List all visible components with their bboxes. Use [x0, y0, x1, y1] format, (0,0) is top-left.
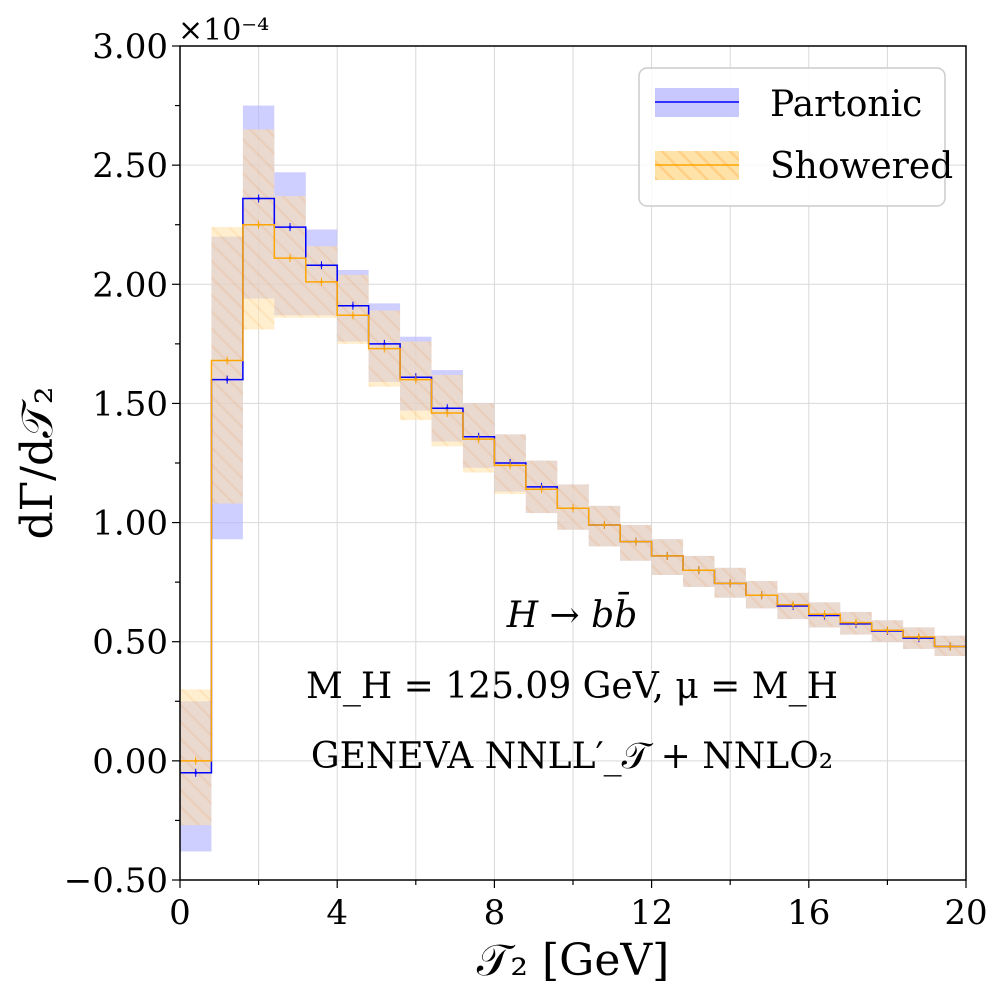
bin-point-showered [257, 223, 260, 227]
bin-point-showered [728, 581, 732, 585]
bin-point-showered [445, 411, 449, 415]
bin-point-showered [948, 645, 952, 648]
bin-point-showered [320, 280, 323, 284]
bin-point-showered [634, 540, 638, 544]
band-showered [211, 227, 243, 504]
bin-point-showered [288, 256, 292, 260]
band-showered [242, 129, 275, 330]
annotation-process: H → bb̄ [506, 592, 638, 636]
bin-point-showered [382, 347, 386, 351]
y-tick-label: 1.50 [92, 384, 168, 424]
bin-point-showered [886, 628, 889, 632]
legend-label-showered: Showered [770, 146, 953, 187]
x-tick-label: 0 [169, 893, 191, 933]
bin-point-showered [351, 313, 355, 317]
bin-point-partonic [225, 378, 229, 381]
bin-point-showered [791, 603, 795, 607]
y-multiplier: ×10⁻⁴ [178, 13, 269, 48]
x-tick-label: 4 [326, 893, 348, 933]
bin-point-showered [414, 378, 418, 381]
x-tick-label: 20 [944, 893, 987, 933]
bin-point-showered [697, 568, 701, 572]
y-tick-label: 0.50 [92, 623, 168, 663]
y-tick-label: 1.00 [92, 504, 168, 544]
bin-point-showered [823, 612, 826, 616]
bin-point-showered [760, 593, 764, 597]
bin-point-partonic [445, 406, 449, 410]
bin-point-showered [225, 359, 229, 362]
bin-point-showered [477, 437, 481, 441]
series-lines [180, 194, 966, 777]
bin-point-showered [854, 621, 858, 625]
legend: Partonic Showered [638, 67, 953, 207]
x-tick-label: 16 [787, 893, 830, 933]
y-tick-label: 2.00 [92, 265, 168, 305]
bin-point-partonic [257, 197, 260, 200]
bin-point-partonic [320, 263, 323, 267]
annotation-parameters: M_H = 125.09 GeV, μ = M_H [306, 666, 838, 707]
x-axis-label: 𝒯₂ [GeV] [477, 935, 670, 986]
y-tick-label: 2.50 [92, 146, 168, 186]
bin-point-partonic [351, 304, 355, 308]
bin-point-showered [571, 506, 575, 510]
x-tick-label: 8 [484, 893, 506, 933]
x-tick-label: 12 [630, 893, 673, 933]
bin-point-showered [603, 523, 606, 527]
bin-point-showered [194, 759, 198, 763]
legend-label-partonic: Partonic [770, 84, 922, 125]
bin-point-showered [508, 463, 512, 467]
bin-point-partonic [382, 342, 386, 346]
bin-point-showered [665, 554, 669, 558]
y-tick-label: 0.00 [92, 742, 168, 782]
bin-point-showered [540, 487, 543, 491]
y-tick-label: 3.00 [92, 27, 168, 67]
y-axis-label: dΓ/d𝒯₂ [12, 386, 63, 539]
axis-ticks: 0 4 8 12 16 20 −0.50 0.00 0.50 1.00 1.50 2.00 2.50 3.… [64, 27, 988, 933]
bin-point-showered [917, 635, 921, 639]
bin-point-partonic [288, 225, 292, 229]
bin-point-partonic [194, 771, 198, 775]
y-tick-label: −0.50 [64, 861, 168, 901]
annotation-accuracy: GENEVA NNLL′_𝒯 + NNLO₂ [311, 736, 833, 777]
